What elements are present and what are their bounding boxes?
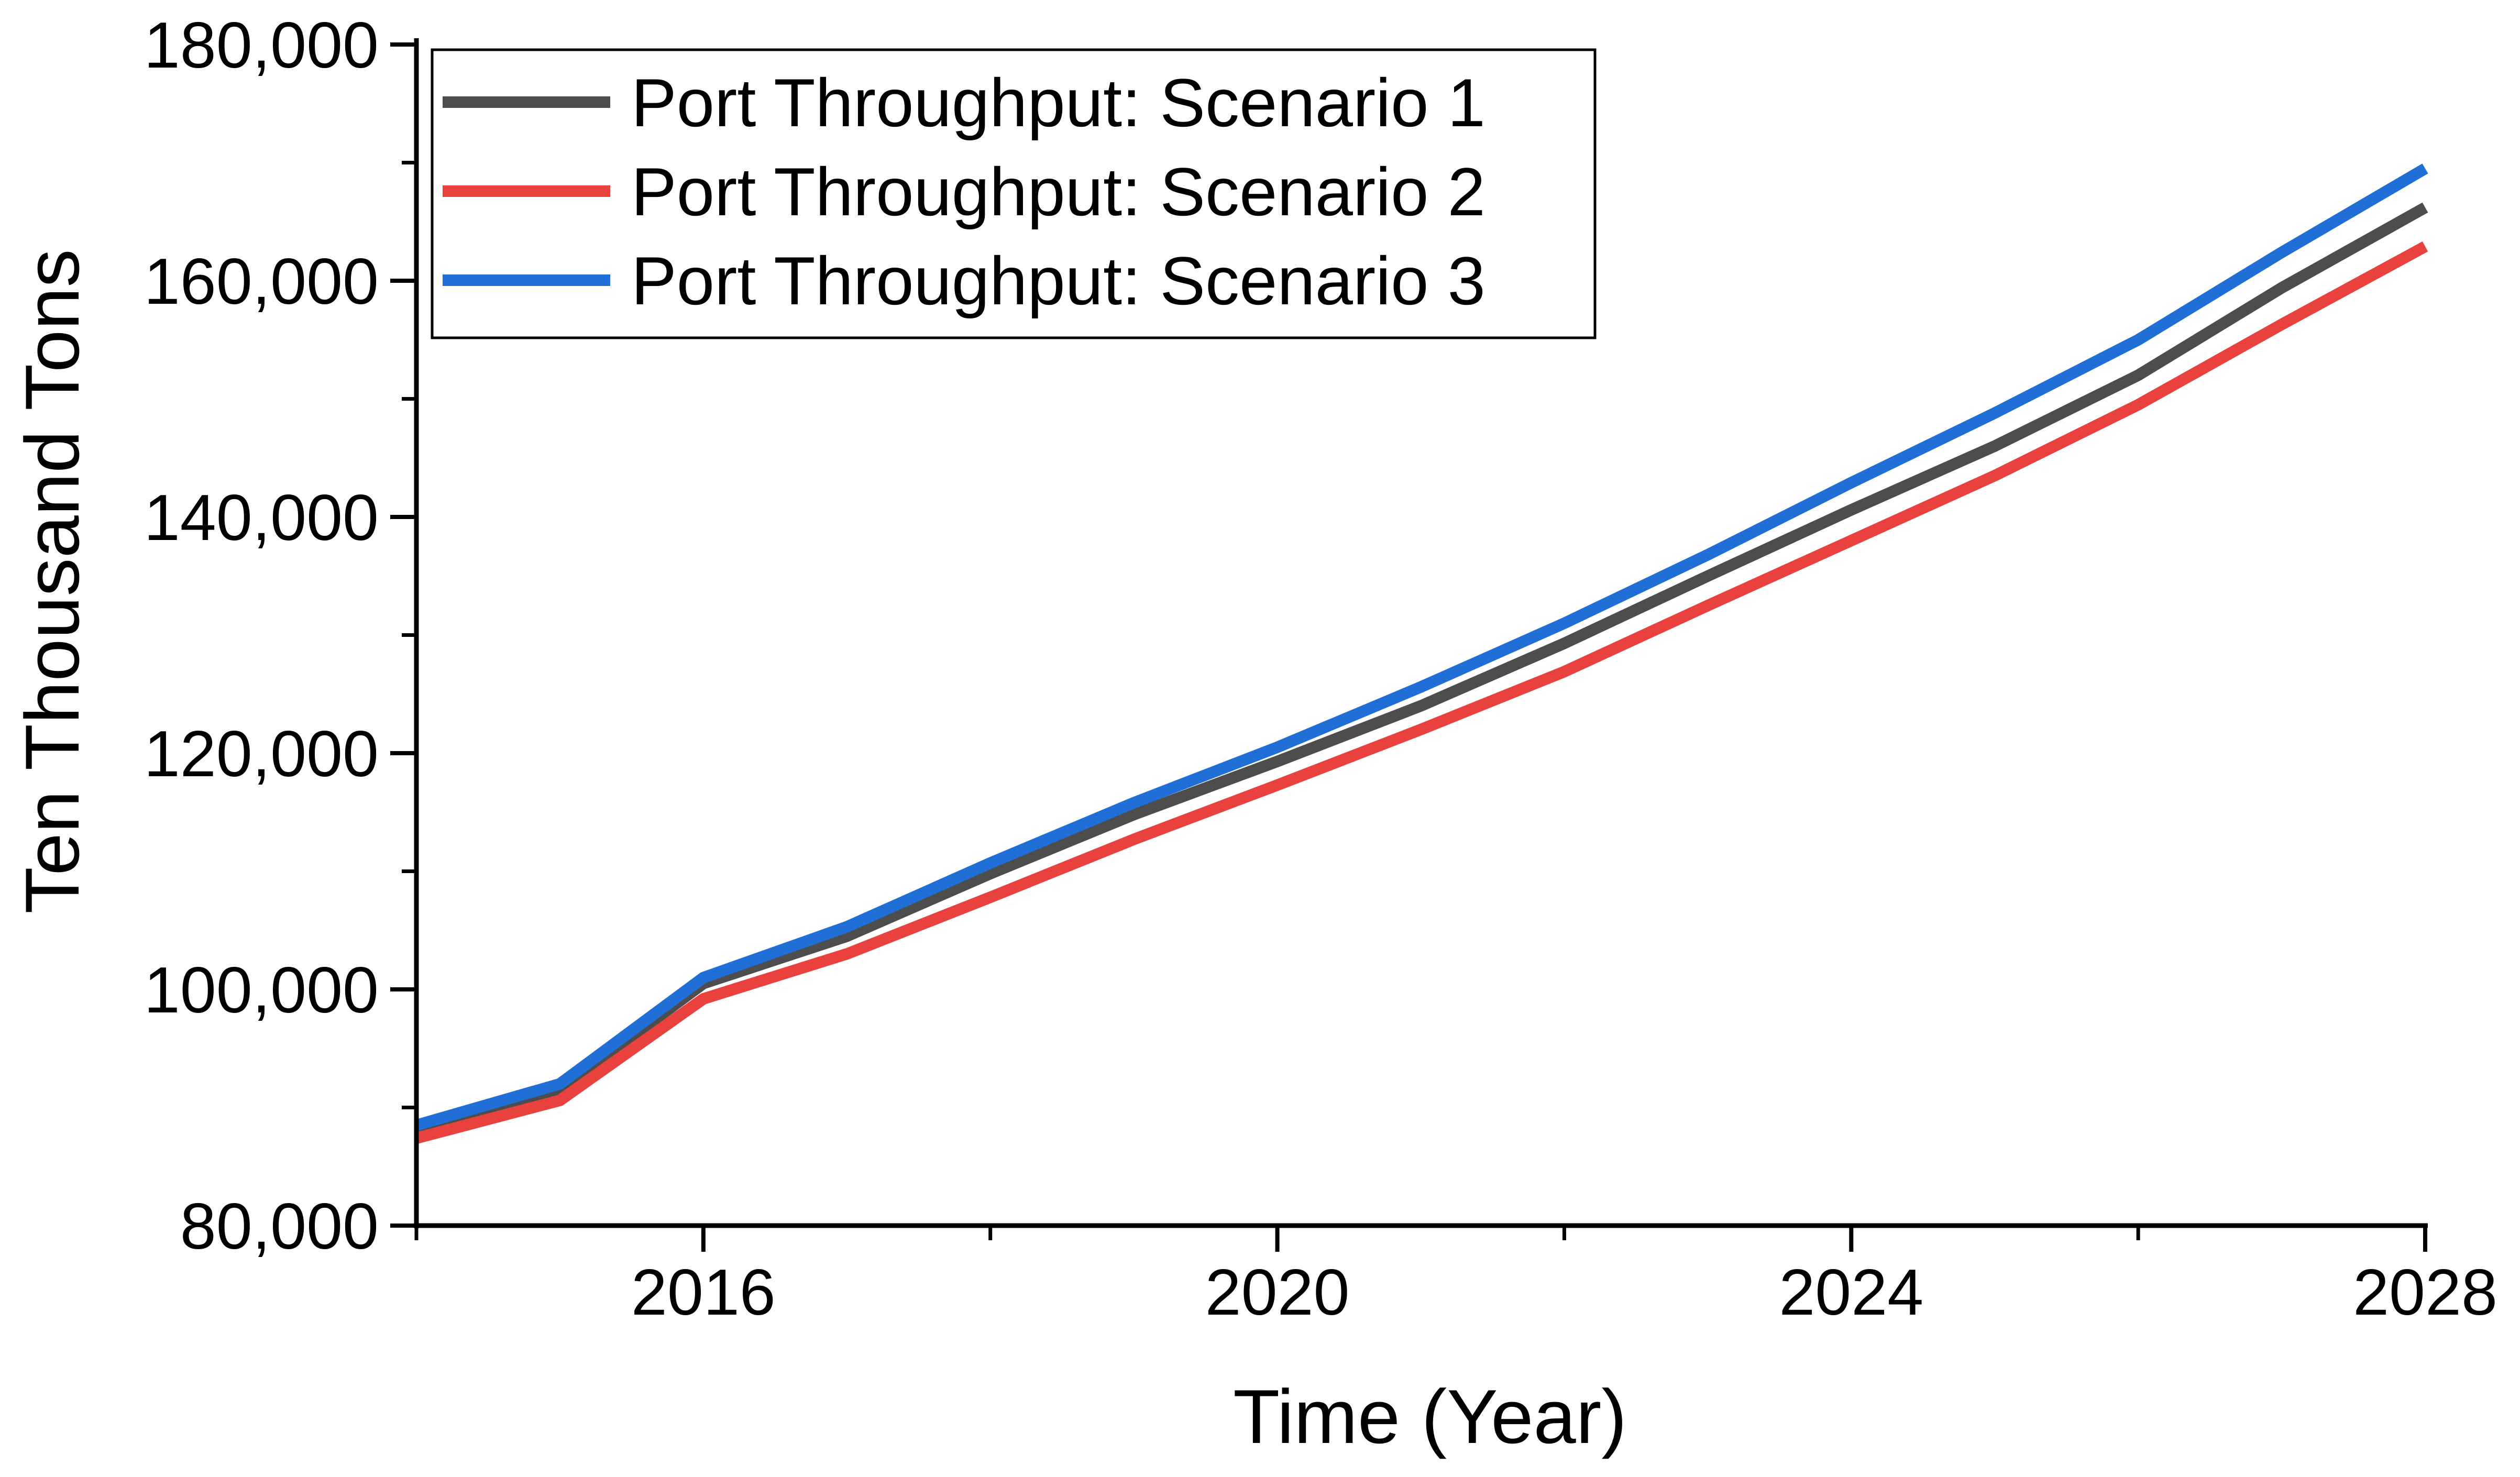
x-tick-label: 2016 [631,1256,776,1329]
legend-label-scenario-3: Port Throughput: Scenario 3 [631,243,1485,319]
legend-box [431,48,1597,339]
ticks-layer: 80,000 100,000 120,000 140,000 160,000 180,00… [144,9,2497,1329]
y-tick-label: 160,000 [144,246,379,318]
legend-label-scenario-2: Port Throughput: Scenario 2 [631,153,1485,230]
legend: Port Throughput: Scenario 1 Port Throughp… [431,48,1597,339]
series-line-scenario-3 [414,163,2428,1131]
legend-label-scenario-1: Port Throughput: Scenario 1 [631,64,1485,141]
y-tick-label: 120,000 [144,718,379,790]
series-line-scenario-2 [415,241,2428,1144]
x-axis-title: Time (Year) [1233,1374,1627,1459]
y-tick-label: 180,000 [144,9,379,82]
y-axis-title: Ten Thousand Tons [9,249,95,913]
x-tick-label: 2024 [1779,1256,1923,1329]
y-tick-label: 80,000 [180,1191,379,1263]
series-line-scenario-1 [414,202,2428,1137]
x-tick-label: 2028 [2353,1256,2497,1329]
series-layer [414,163,2428,1144]
y-tick-label: 100,000 [144,954,379,1027]
y-tick-label: 140,000 [144,482,379,554]
x-tick-label: 2020 [1205,1256,1350,1329]
